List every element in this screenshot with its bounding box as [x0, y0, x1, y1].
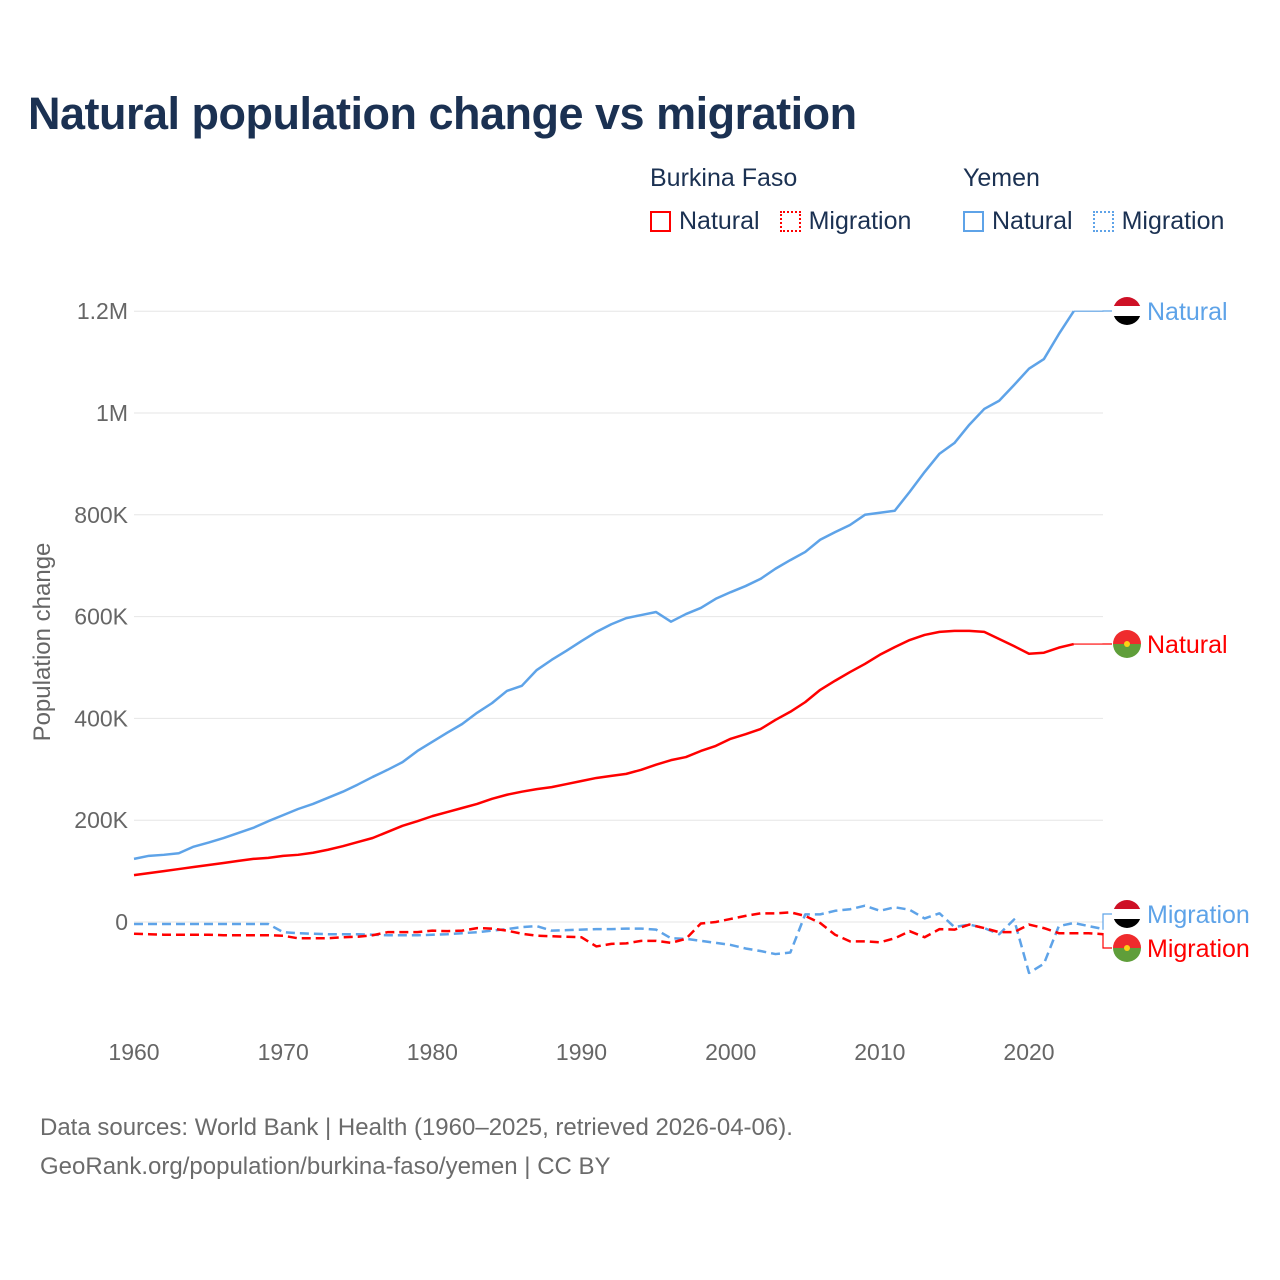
x-tick-label: 1980 [407, 1039, 458, 1065]
legend-label: Natural [992, 207, 1073, 235]
flag-stripe [1113, 948, 1141, 962]
flag-stripe [1113, 306, 1141, 316]
dotted-swatch-icon [779, 211, 801, 232]
x-tick-label: 2010 [854, 1039, 905, 1065]
y-tick-label: 1M [96, 400, 128, 426]
legend-label: Migration [1121, 207, 1225, 235]
flag-body [1113, 934, 1141, 962]
flag-star-icon [1124, 945, 1130, 951]
label-connector [1102, 913, 1112, 930]
y-tick-label: 200K [74, 807, 128, 833]
legend-label: Natural [679, 207, 760, 235]
flag-stripe [1113, 919, 1141, 928]
y-tick-label: 1.2M [77, 298, 128, 324]
legend-group-yemen: Yemen Natural Migration [963, 164, 1224, 236]
x-tick-label: 1970 [258, 1039, 309, 1065]
x-tick-label: 1960 [108, 1039, 159, 1065]
flag-stripe [1113, 316, 1141, 325]
attribution-link[interactable]: GeoRank.org/population/burkina-faso/yeme… [40, 1153, 611, 1180]
legend-item-yemen-migration[interactable]: Migration [1092, 207, 1225, 236]
series-end-label: Natural [1147, 298, 1228, 326]
flag-body [1113, 900, 1141, 928]
legend-item-burkina-migration[interactable]: Migration [779, 207, 912, 236]
series-end-label: Migration [1147, 935, 1250, 963]
footer: Data sources: World Bank | Health (1960–… [40, 1108, 793, 1186]
y-tick-label: 800K [74, 502, 128, 528]
flag-body [1113, 630, 1141, 658]
legend-group-burkina-faso: Burkina Faso Natural Migration [650, 164, 931, 236]
x-tick-label: 2020 [1003, 1039, 1054, 1065]
y-tick-label: 0 [115, 909, 128, 935]
legend-group-title: Burkina Faso [650, 164, 798, 192]
yemen-flag-icon [1113, 900, 1141, 928]
series-line-burkina-faso-natural [133, 629, 1075, 877]
series-end-label: Natural [1147, 631, 1228, 659]
legend-item-yemen-natural[interactable]: Natural [963, 207, 1073, 236]
flag-stripe [1113, 909, 1141, 919]
y-axis-label: Population change [29, 543, 56, 742]
x-tick-label: 2000 [705, 1039, 756, 1065]
flag-stripe [1113, 644, 1141, 658]
flag-stripe [1113, 297, 1141, 306]
legend-group-title: Yemen [963, 164, 1040, 192]
data-source-text: Data sources: World Bank | Health (1960–… [40, 1114, 793, 1141]
x-tick-label: 1990 [556, 1039, 607, 1065]
series-line-yemen-migration [134, 904, 1104, 975]
flag-stripe [1113, 630, 1141, 644]
label-connector [1102, 933, 1112, 949]
flag-stripe [1113, 934, 1141, 948]
legend-label: Migration [808, 207, 912, 235]
flag-stripe [1113, 900, 1141, 909]
solid-swatch-icon [963, 211, 984, 232]
series-end-label: Migration [1147, 901, 1250, 929]
flag-body [1113, 297, 1141, 325]
series-line-burkina-faso-migration [133, 911, 1104, 948]
legend-item-burkina-natural[interactable]: Natural [650, 207, 760, 236]
y-tick-label: 400K [74, 705, 128, 731]
solid-swatch-icon [650, 211, 671, 232]
burkina-faso-flag-icon [1113, 934, 1141, 962]
y-tick-label: 600K [74, 604, 128, 630]
dotted-swatch-icon [1092, 211, 1114, 232]
series-line-yemen-natural [133, 310, 1075, 861]
flag-star-icon [1124, 641, 1130, 647]
chart-title: Natural population change vs migration [28, 88, 857, 139]
yemen-flag-icon [1113, 297, 1141, 325]
burkina-faso-flag-icon [1113, 630, 1141, 658]
